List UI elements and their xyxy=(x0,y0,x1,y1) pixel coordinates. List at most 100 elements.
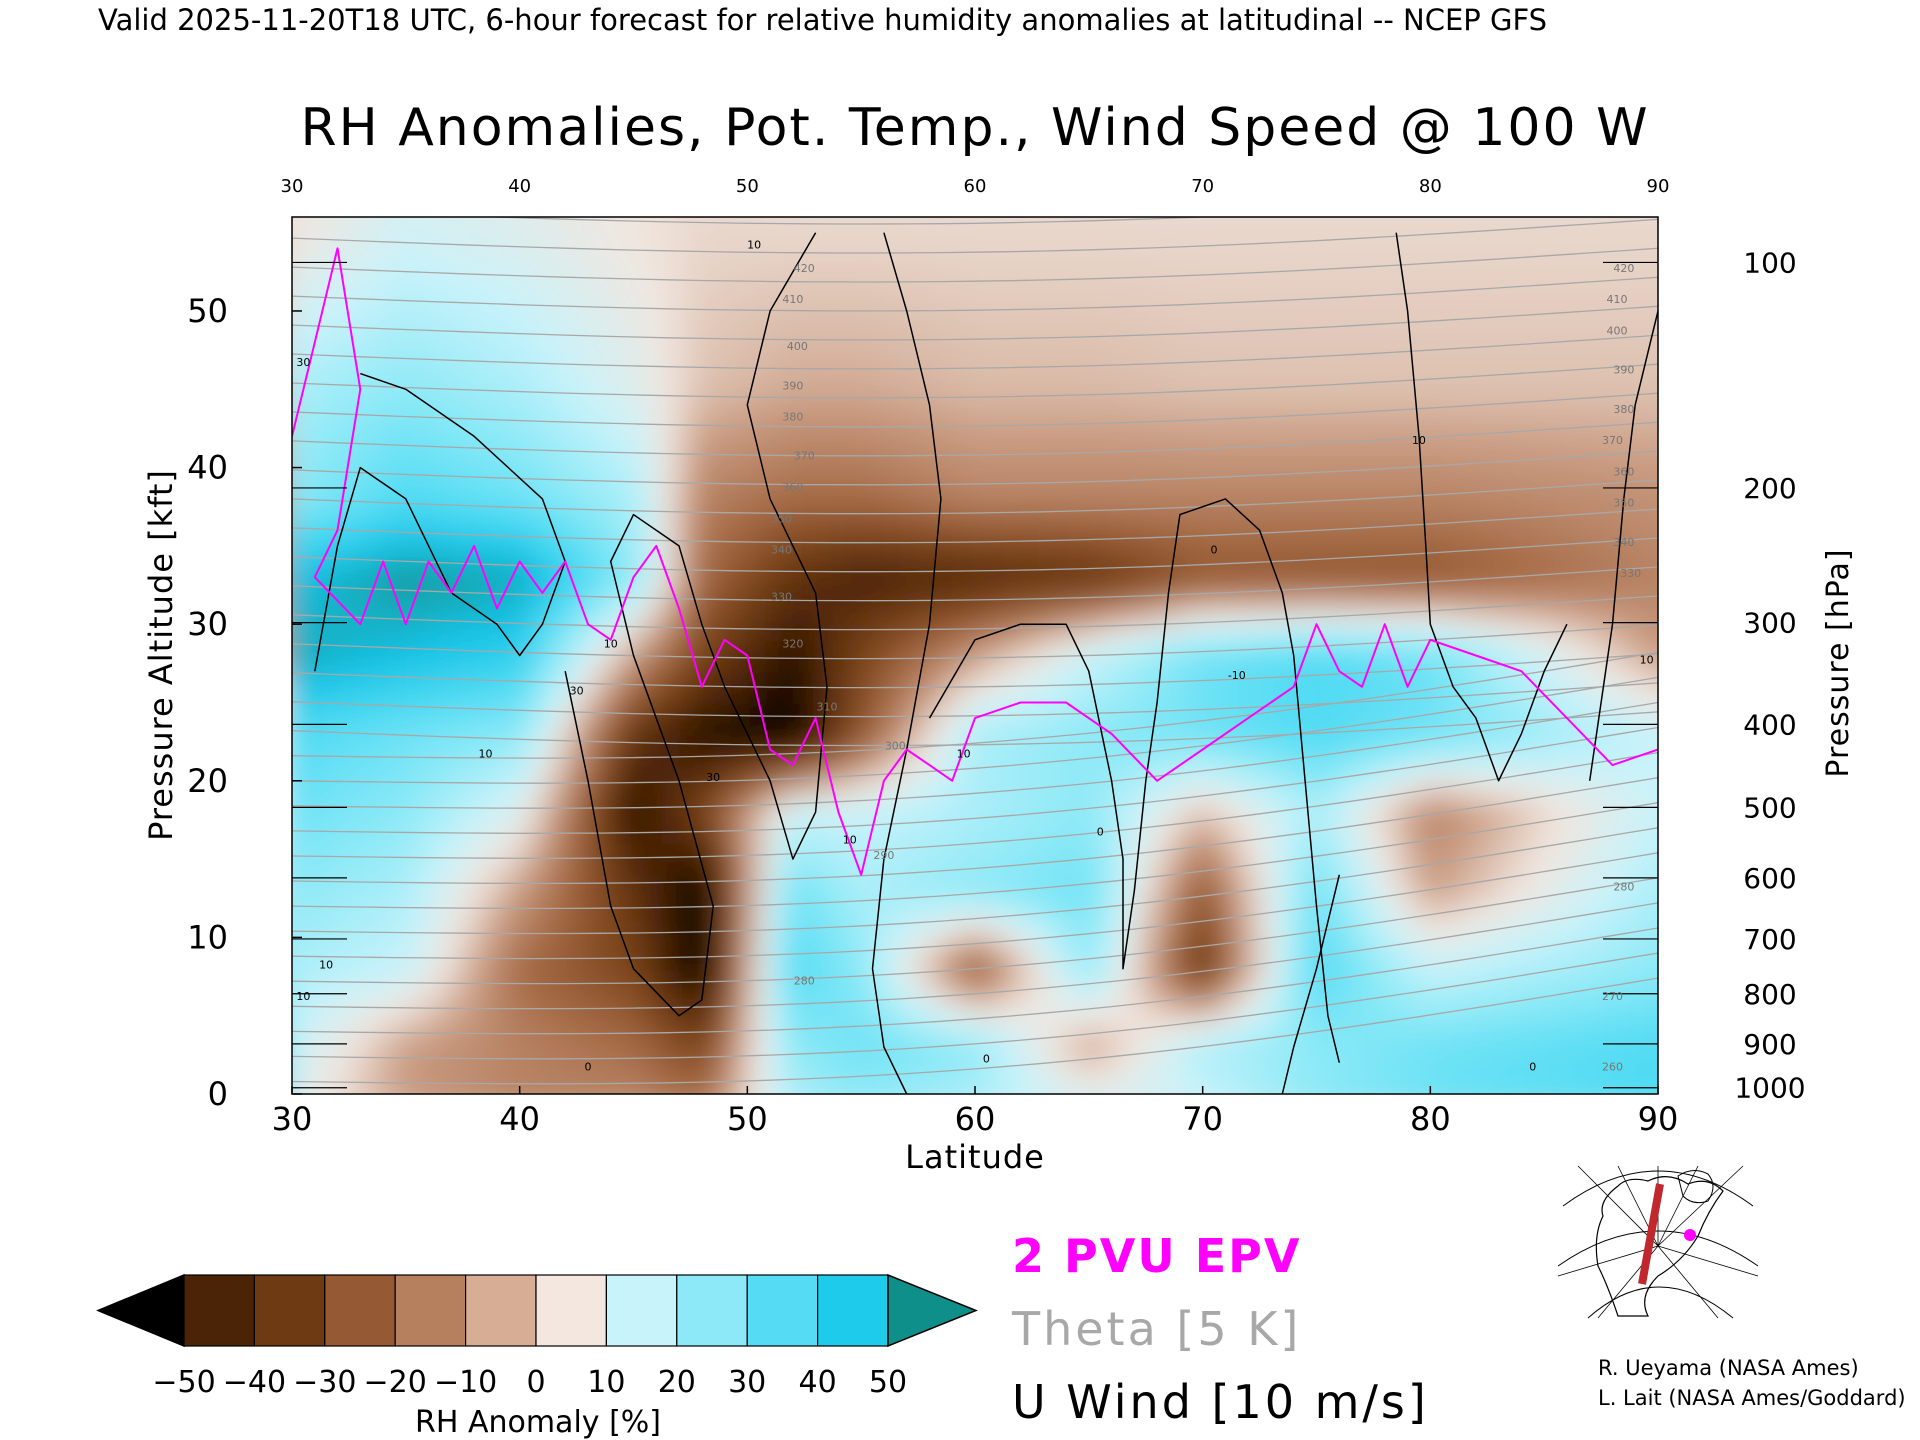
rh-cell xyxy=(849,718,868,735)
rh-cell xyxy=(730,733,748,751)
rh-cell xyxy=(1259,1078,1278,1094)
rh-cell xyxy=(388,702,407,719)
rh-cell xyxy=(1140,373,1158,390)
rh-cell xyxy=(764,404,783,422)
rh-cell xyxy=(696,796,714,813)
rh-cell xyxy=(1379,874,1397,892)
rh-cell xyxy=(1037,389,1056,406)
rh-cell xyxy=(764,890,783,907)
rh-cell xyxy=(1310,389,1329,406)
theta-contour xyxy=(292,305,1658,341)
rh-cell xyxy=(730,608,748,625)
rh-cell xyxy=(713,796,731,813)
rh-cell xyxy=(1566,780,1585,798)
rh-cell xyxy=(1174,859,1192,876)
rh-cell xyxy=(644,859,663,876)
rh-cell xyxy=(542,404,561,422)
rh-cell xyxy=(1396,420,1414,437)
rh-cell xyxy=(1464,326,1483,343)
rh-cell xyxy=(354,624,373,641)
rh-cell xyxy=(1208,624,1227,641)
rh-cell xyxy=(1037,357,1056,375)
theta-contour xyxy=(292,651,1658,759)
rh-cell xyxy=(730,514,748,531)
rh-cell xyxy=(1242,827,1261,845)
rh-cell xyxy=(849,921,868,938)
rh-cell xyxy=(679,796,697,813)
rh-cell xyxy=(508,420,526,437)
rh-cell xyxy=(696,498,714,516)
theta-contour xyxy=(292,676,1658,784)
u-wind-contour xyxy=(1395,232,1568,782)
rh-cell xyxy=(292,248,304,265)
rh-cell xyxy=(1498,436,1517,453)
pressure-axis-label: Pressure [hPa] xyxy=(1821,548,1856,777)
rh-cell xyxy=(986,686,1005,704)
rh-cell xyxy=(1123,592,1141,610)
rh-cell xyxy=(1362,279,1380,296)
rh-cell xyxy=(1345,906,1363,923)
rh-cell xyxy=(593,702,612,719)
rh-cell xyxy=(644,890,663,907)
rh-cell xyxy=(1157,874,1175,892)
rh-cell xyxy=(1669,374,1687,390)
rh-cell xyxy=(1447,921,1466,938)
rh-cell xyxy=(269,687,287,703)
rh-cell xyxy=(1652,890,1658,907)
rh-cell xyxy=(849,498,868,516)
rh-cell xyxy=(1020,686,1039,704)
rh-cell xyxy=(952,671,970,688)
rh-cell xyxy=(1447,718,1466,735)
rh-cell xyxy=(1242,264,1261,281)
rh-cell xyxy=(730,530,748,547)
rh-cell xyxy=(1242,953,1261,970)
rh-cell xyxy=(1191,639,1209,657)
rh-cell xyxy=(1140,357,1158,375)
rh-cell xyxy=(371,451,390,469)
rh-cell xyxy=(1276,671,1295,688)
rh-cell xyxy=(405,1078,424,1094)
rh-cell xyxy=(866,451,885,469)
rh-cell xyxy=(1652,420,1658,437)
rh-cell xyxy=(866,373,885,390)
rh-cell xyxy=(662,671,680,688)
rh-cell xyxy=(1498,561,1517,578)
rh-cell xyxy=(440,608,458,625)
rh-cell xyxy=(1413,765,1431,782)
rh-cell xyxy=(405,655,424,672)
rh-cell xyxy=(1140,1000,1158,1017)
rh-cell xyxy=(662,357,680,375)
rh-cell xyxy=(303,906,322,923)
rh-cell xyxy=(1584,498,1602,516)
rh-cell xyxy=(781,514,800,531)
rh-cell xyxy=(798,404,817,422)
rh-cell xyxy=(662,342,680,359)
rh-cell xyxy=(1003,483,1022,500)
rh-cell xyxy=(1140,530,1158,547)
rh-cell xyxy=(644,639,663,657)
rh-cell xyxy=(1345,874,1363,892)
rh-cell xyxy=(1123,624,1141,641)
rh-cell xyxy=(1327,436,1346,453)
rh-cell xyxy=(320,765,339,782)
rh-cell xyxy=(491,796,509,813)
rh-cell xyxy=(1259,311,1278,328)
rh-cell xyxy=(1003,921,1022,938)
rh-cell xyxy=(1430,984,1448,1001)
rh-cell xyxy=(781,890,800,907)
rh-cell xyxy=(1584,1047,1602,1064)
rh-cell xyxy=(798,843,817,860)
rh-cell xyxy=(781,624,800,641)
rh-cell xyxy=(1020,342,1039,359)
rh-cell xyxy=(1191,827,1209,845)
rh-cell xyxy=(388,561,407,578)
rh-cell xyxy=(1652,953,1658,970)
rh-cell xyxy=(1140,248,1158,265)
rh-cell xyxy=(542,357,561,375)
rh-cell xyxy=(1191,702,1209,719)
rh-cell xyxy=(730,765,748,782)
rh-cell xyxy=(593,812,612,829)
rh-cell xyxy=(1225,686,1244,704)
rh-cell xyxy=(593,906,612,923)
rh-cell xyxy=(405,1047,424,1064)
